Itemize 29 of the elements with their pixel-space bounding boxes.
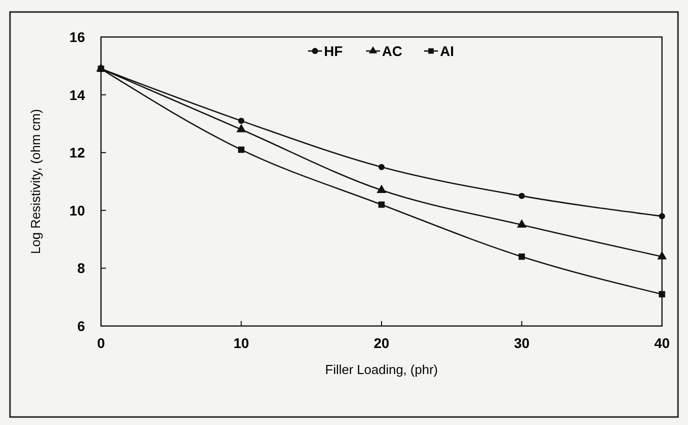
x-tick-label: 30 (514, 335, 530, 351)
y-tick-label: 10 (69, 202, 86, 218)
point (378, 201, 385, 208)
point (238, 146, 244, 153)
point (518, 192, 525, 200)
y-axis-title: Log Resistivity, (ohm cm) (28, 109, 43, 254)
point (236, 124, 246, 132)
point (98, 66, 104, 72)
point (376, 184, 386, 193)
point (238, 118, 244, 124)
legend-label: AI (440, 43, 454, 59)
y-tick-label: 14 (69, 86, 86, 103)
y-tick-label: 6 (77, 318, 86, 334)
x-tick-label: 0 (97, 335, 106, 351)
y-tick-label: 16 (69, 29, 86, 45)
point (657, 251, 667, 260)
legend-label: HF (324, 43, 344, 59)
point (516, 219, 527, 228)
x-axis-title: Filler Loading, (phr) (325, 362, 438, 377)
point (378, 164, 385, 170)
point (658, 213, 666, 220)
y-tick-label: 12 (69, 144, 86, 161)
x-tick-label: 20 (374, 335, 390, 351)
x-tick-label: 10 (233, 335, 250, 351)
x-tick-label: 40 (654, 335, 670, 351)
point (518, 253, 525, 260)
point (658, 291, 666, 298)
legend-label: AC (382, 43, 402, 59)
y-tick-label: 8 (77, 260, 86, 276)
